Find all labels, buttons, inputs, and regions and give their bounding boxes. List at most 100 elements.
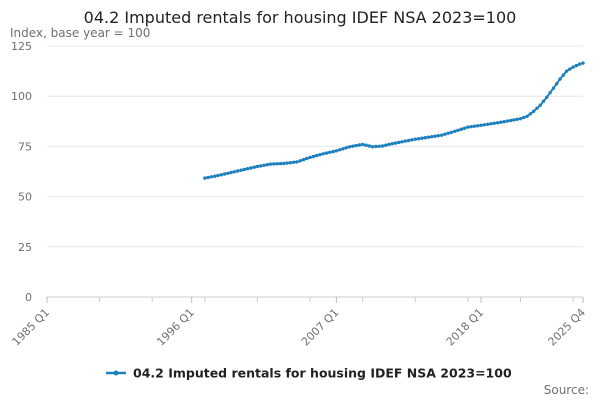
data-point[interactable] <box>232 170 237 174</box>
data-point[interactable] <box>328 150 332 154</box>
data-point[interactable] <box>331 149 335 154</box>
data-point[interactable] <box>492 121 496 126</box>
data-point[interactable] <box>374 144 378 149</box>
data-point[interactable] <box>430 135 434 139</box>
data-point[interactable] <box>578 62 582 66</box>
data-point[interactable] <box>295 160 299 164</box>
data-point[interactable] <box>305 156 309 161</box>
data-point[interactable] <box>443 132 447 136</box>
data-point[interactable] <box>581 61 585 65</box>
data-point[interactable] <box>568 67 572 71</box>
data-point[interactable] <box>393 141 398 145</box>
data-point[interactable] <box>400 140 404 144</box>
data-point[interactable] <box>249 166 253 170</box>
data-point[interactable] <box>469 125 473 129</box>
data-point[interactable] <box>390 142 394 146</box>
data-point[interactable] <box>459 127 463 131</box>
data-point[interactable] <box>364 143 368 147</box>
data-point[interactable] <box>213 174 217 178</box>
data-point[interactable] <box>420 136 424 140</box>
data-point[interactable] <box>216 173 220 178</box>
data-point[interactable] <box>236 169 240 173</box>
data-point[interactable] <box>334 149 339 153</box>
data-point[interactable] <box>456 128 460 132</box>
data-point[interactable] <box>288 161 292 165</box>
data-point[interactable] <box>407 138 411 143</box>
data-point[interactable] <box>272 162 276 166</box>
data-point[interactable] <box>499 120 503 124</box>
data-point[interactable] <box>449 130 454 134</box>
data-point[interactable] <box>229 170 233 175</box>
data-point[interactable] <box>226 171 230 175</box>
data-point[interactable] <box>384 143 388 147</box>
data-point[interactable] <box>558 77 562 81</box>
data-point[interactable] <box>482 123 486 127</box>
data-point[interactable] <box>298 159 302 163</box>
data-point[interactable] <box>354 143 358 148</box>
data-point[interactable] <box>314 153 319 158</box>
data-point[interactable] <box>203 176 207 180</box>
data-point[interactable] <box>522 115 526 120</box>
data-point[interactable] <box>285 161 289 165</box>
data-point[interactable] <box>252 165 256 169</box>
data-point[interactable] <box>512 118 516 122</box>
data-point[interactable] <box>239 168 243 172</box>
data-point[interactable] <box>505 119 510 123</box>
data-point[interactable] <box>245 167 250 171</box>
data-point[interactable] <box>515 117 519 122</box>
data-point[interactable] <box>351 144 355 148</box>
data-point[interactable] <box>518 117 523 121</box>
data-point[interactable] <box>574 63 579 68</box>
data-point[interactable] <box>413 137 417 141</box>
data-point[interactable] <box>262 163 266 167</box>
data-point[interactable] <box>282 161 286 166</box>
data-point[interactable] <box>472 124 477 128</box>
data-point[interactable] <box>535 106 539 110</box>
data-point[interactable] <box>344 146 348 150</box>
data-point[interactable] <box>219 173 223 177</box>
data-point[interactable] <box>555 82 559 86</box>
data-point[interactable] <box>278 161 283 166</box>
data-point[interactable] <box>548 91 552 95</box>
data-point[interactable] <box>495 121 500 125</box>
data-point[interactable] <box>206 175 210 180</box>
data-point[interactable] <box>291 160 296 164</box>
data-point[interactable] <box>222 172 227 176</box>
data-point[interactable] <box>476 124 480 128</box>
data-point[interactable] <box>416 137 421 141</box>
data-point[interactable] <box>479 123 483 128</box>
data-point[interactable] <box>341 147 345 151</box>
data-point[interactable] <box>347 145 352 149</box>
data-point[interactable] <box>489 122 493 126</box>
data-point[interactable] <box>545 95 549 99</box>
data-point[interactable] <box>410 138 414 142</box>
data-point[interactable] <box>502 120 506 124</box>
data-point[interactable] <box>324 151 329 155</box>
data-point[interactable] <box>311 154 316 159</box>
data-point[interactable] <box>268 162 273 166</box>
data-point[interactable] <box>551 86 556 90</box>
data-point[interactable] <box>446 131 450 135</box>
data-point[interactable] <box>538 103 542 107</box>
data-point[interactable] <box>532 109 536 114</box>
data-point[interactable] <box>370 145 375 149</box>
data-point[interactable] <box>265 163 269 167</box>
data-point[interactable] <box>259 164 263 168</box>
data-point[interactable] <box>426 135 431 139</box>
data-point[interactable] <box>528 112 533 116</box>
data-point[interactable] <box>485 122 490 127</box>
data-point[interactable] <box>525 114 529 119</box>
data-point[interactable] <box>361 142 365 147</box>
data-point[interactable] <box>397 140 401 145</box>
data-point[interactable] <box>308 155 312 160</box>
data-point[interactable] <box>541 99 546 103</box>
data-point[interactable] <box>318 153 322 157</box>
data-point[interactable] <box>439 133 444 137</box>
data-point[interactable] <box>436 134 440 138</box>
data-point[interactable] <box>509 118 513 123</box>
data-point[interactable] <box>433 134 437 138</box>
data-point[interactable] <box>242 167 246 172</box>
data-point[interactable] <box>561 73 565 77</box>
data-point[interactable] <box>357 143 362 147</box>
data-point[interactable] <box>403 139 408 143</box>
